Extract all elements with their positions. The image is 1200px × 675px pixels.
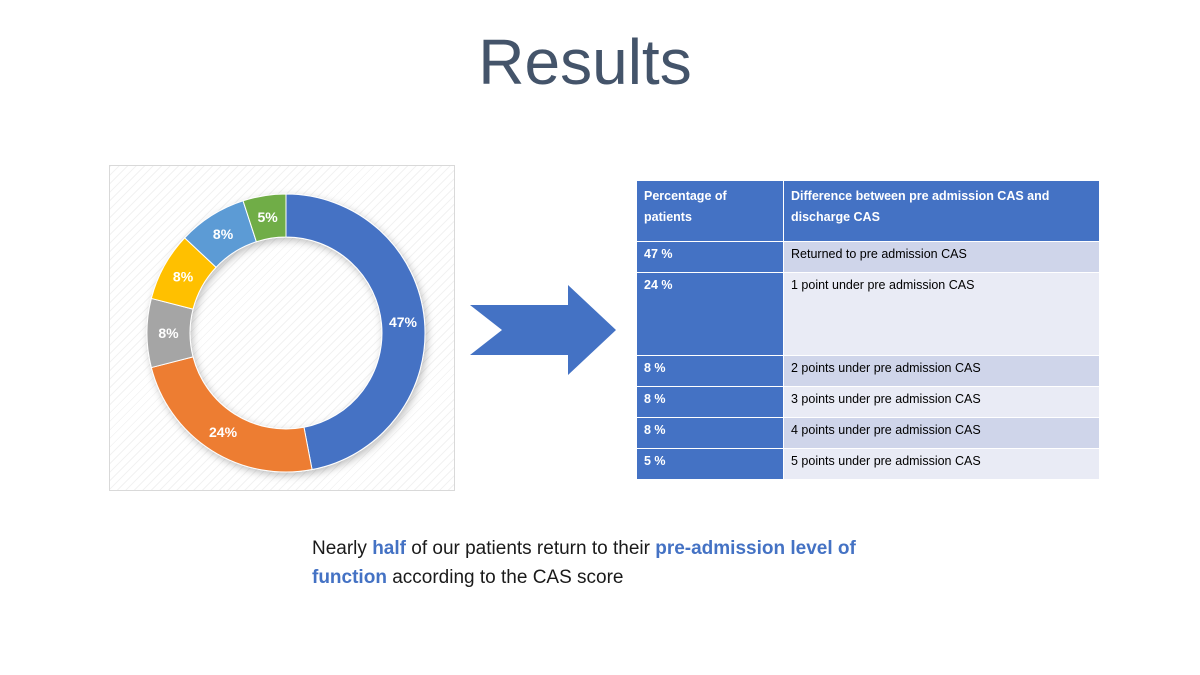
- table-row: 5 % 5 points under pre admission CAS: [636, 448, 1100, 480]
- caption-highlight-half: half: [372, 538, 406, 559]
- row-percentage: 8 %: [636, 386, 784, 418]
- donut-data-label-3: 8%: [173, 268, 194, 284]
- donut-data-label-4: 8%: [213, 226, 234, 242]
- table-row: 47 % Returned to pre admission CAS: [636, 241, 1100, 273]
- table-row: 8 % 4 points under pre admission CAS: [636, 417, 1100, 449]
- row-description: Returned to pre admission CAS: [783, 241, 1100, 273]
- table-header-row: Percentage of patients Difference betwee…: [636, 180, 1100, 242]
- row-percentage: 8 %: [636, 417, 784, 449]
- row-description: 3 points under pre admission CAS: [783, 386, 1100, 418]
- doughnut-chart: 47% 24% 8% 8% 8% 5%: [109, 165, 455, 491]
- caption-text: Nearly: [312, 538, 373, 559]
- row-description: 4 points under pre admission CAS: [783, 417, 1100, 449]
- table-row: 8 % 3 points under pre admission CAS: [636, 386, 1100, 418]
- donut-data-label-1: 24%: [209, 424, 238, 440]
- cas-results-table: Percentage of patients Difference betwee…: [636, 180, 1100, 480]
- donut-slice-5: [242, 193, 287, 243]
- header-difference: Difference between pre admission CAS and…: [783, 180, 1100, 242]
- donut-data-label-0: 47%: [389, 314, 418, 330]
- right-arrow-icon: [470, 285, 616, 375]
- row-percentage: 24 %: [636, 272, 784, 356]
- caption-text: according to the CAS score: [386, 567, 624, 588]
- row-percentage: 5 %: [636, 448, 784, 480]
- row-description: 5 points under pre admission CAS: [783, 448, 1100, 480]
- slide-title: Results: [478, 26, 692, 98]
- donut-slice-1: [150, 356, 313, 473]
- donut-slice-0: [285, 193, 426, 471]
- caption-highlight-function: pre-admission level of function: [312, 538, 856, 588]
- donut-data-label-2: 8%: [158, 325, 179, 341]
- row-description: 1 point under pre admission CAS: [783, 272, 1100, 356]
- row-description: 2 points under pre admission CAS: [783, 355, 1100, 387]
- table-row: 8 % 2 points under pre admission CAS: [636, 355, 1100, 387]
- row-percentage: 47 %: [636, 241, 784, 273]
- header-percentage: Percentage of patients: [636, 180, 784, 242]
- row-percentage: 8 %: [636, 355, 784, 387]
- summary-caption: Nearly half of our patients return to th…: [312, 534, 892, 592]
- caption-text: of our patients return to their: [405, 538, 656, 559]
- doughnut-chart-svg: 47% 24% 8% 8% 8% 5%: [146, 193, 426, 473]
- table-row: 24 % 1 point under pre admission CAS: [636, 272, 1100, 356]
- donut-data-label-5: 5%: [258, 209, 279, 225]
